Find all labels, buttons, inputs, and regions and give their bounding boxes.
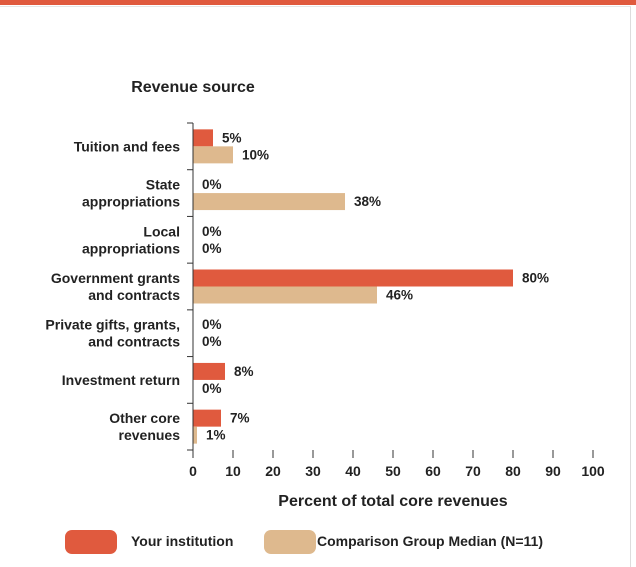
- bar-value-label: 80%: [522, 271, 549, 286]
- x-tick-label: 50: [385, 463, 401, 479]
- bar-value-label: 0%: [202, 177, 222, 192]
- category-label: Government grants: [51, 270, 180, 286]
- category-label: Private gifts, grants,: [45, 317, 180, 333]
- legend-swatch: [264, 530, 316, 554]
- x-tick-label: 0: [189, 463, 197, 479]
- bar-comparison-median: [193, 286, 377, 304]
- bar-value-label: 8%: [234, 364, 254, 379]
- legend-swatch: [65, 530, 117, 554]
- x-tick-label: 40: [345, 463, 361, 479]
- x-tick-label: 30: [305, 463, 321, 479]
- legend: Your institution Comparison Group Median …: [65, 530, 543, 554]
- bar-value-label: 46%: [386, 288, 413, 303]
- bar-your-institution: [193, 409, 221, 427]
- chart-title: Revenue source: [131, 79, 255, 96]
- bar-value-label: 5%: [222, 130, 242, 145]
- bar-your-institution: [193, 129, 213, 147]
- bar-value-label: 38%: [354, 194, 381, 209]
- legend-label: Your institution: [131, 533, 233, 549]
- bar-value-label: 0%: [202, 334, 222, 349]
- bar-comparison-median: [193, 426, 197, 444]
- x-axis-label: Percent of total core revenues: [278, 493, 508, 510]
- x-tick-label: 10: [225, 463, 241, 479]
- category-label: and contracts: [88, 334, 180, 350]
- bar-comparison-median: [193, 193, 345, 211]
- category-label: Local: [143, 223, 180, 239]
- category-label: and contracts: [88, 287, 180, 303]
- category-label: Investment return: [62, 372, 180, 388]
- category-label: State: [146, 177, 180, 193]
- bar-your-institution: [193, 362, 225, 380]
- bar-value-label: 1%: [206, 428, 226, 443]
- x-tick-label: 20: [265, 463, 281, 479]
- x-tick-label: 90: [545, 463, 561, 479]
- x-tick-label: 100: [581, 463, 605, 479]
- axes-layer: 0 10 20 30 40 50 60 70 80 90 100: [187, 122, 605, 479]
- top-accent-bar: [0, 0, 636, 5]
- category-label: appropriations: [82, 240, 180, 256]
- legend-label: Comparison Group Median (N=11): [317, 533, 543, 549]
- bar-comparison-median: [193, 146, 233, 164]
- bar-value-label: 7%: [230, 411, 250, 426]
- bar-your-institution: [193, 269, 513, 287]
- x-tick-label: 80: [505, 463, 521, 479]
- category-label: Other core: [109, 410, 180, 426]
- bar-value-label: 0%: [202, 381, 222, 396]
- x-tick-label: 60: [425, 463, 441, 479]
- x-tick-label: 70: [465, 463, 481, 479]
- bar-value-label: 0%: [202, 317, 222, 332]
- category-labels: Tuition and feesStateappropriationsLocal…: [45, 138, 180, 443]
- category-label: appropriations: [82, 194, 180, 210]
- category-label: revenues: [119, 427, 181, 443]
- category-label: Tuition and fees: [74, 138, 181, 154]
- bars-layer: 5% 0% 0% 80% 0% 8% 7% 10% 38% 0% 46% 0% 0% 1%: [193, 129, 549, 444]
- bar-value-label: 0%: [202, 224, 222, 239]
- bar-value-label: 10%: [242, 147, 269, 162]
- bar-value-label: 0%: [202, 241, 222, 256]
- chart-panel: [0, 6, 631, 567]
